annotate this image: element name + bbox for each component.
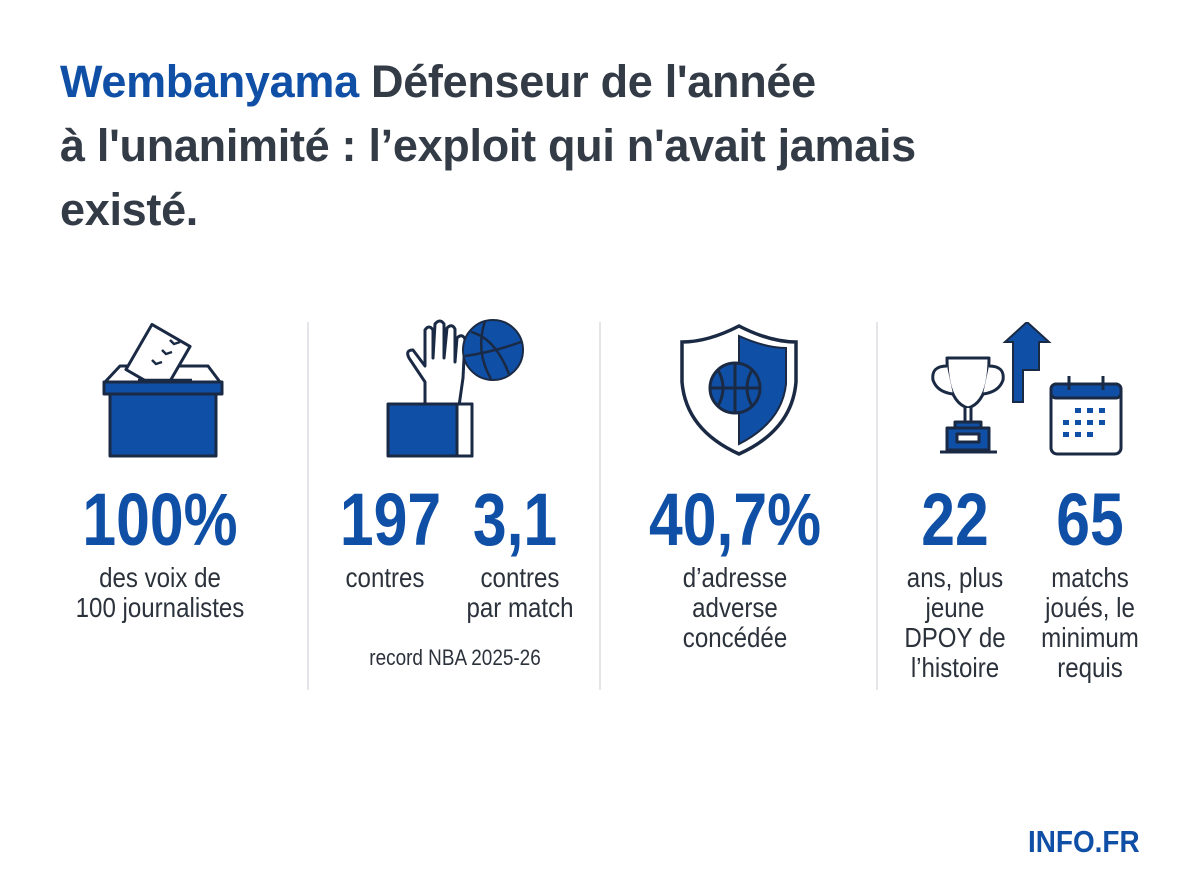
label-line: l’histoire (910, 652, 1000, 683)
label-line: contres (345, 562, 425, 593)
stat-value: 22 (921, 478, 989, 561)
stat-label: d’adresse adverse concédée (645, 563, 826, 653)
title-highlight: Wembanyama (60, 56, 359, 107)
divider (599, 322, 601, 690)
divider (876, 322, 878, 690)
stat-value: 40,7% (648, 478, 822, 561)
divider (307, 322, 309, 690)
stat-note: record NBA 2025-26 (369, 645, 541, 670)
label-line: des voix de (99, 562, 221, 593)
brand-logo: INFO.FR (1028, 824, 1140, 859)
trophy-arrow-calendar-icon (931, 322, 1123, 456)
label-line: ans, plus (906, 562, 1004, 593)
hand-block-basketball-icon (386, 319, 524, 458)
title-line1: Défenseur de l'année (358, 56, 816, 107)
label-line: d’adresse (682, 562, 788, 593)
label-line: concédée (682, 622, 788, 653)
stat-value: 197 (339, 478, 442, 561)
stat-value: 65 (1056, 478, 1124, 561)
label-line: minimum (1041, 622, 1139, 653)
ballot-box-icon (102, 322, 224, 458)
label-line: jeune (925, 592, 985, 623)
label-line: joués, le (1045, 592, 1135, 623)
stat-label: contres (333, 563, 436, 593)
stat-label: ans, plus jeune DPOY de l’histoire (899, 563, 1011, 683)
label-line: requis (1057, 652, 1123, 683)
title-line3: existé. (60, 184, 198, 235)
shield-basketball-icon (680, 324, 798, 456)
label-line: DPOY de (904, 622, 1006, 653)
stat-label: matchs joués, le minimum requis (1030, 563, 1150, 683)
label-line: contres (480, 562, 560, 593)
stat-value: 100% (82, 478, 238, 561)
label-line: par match (466, 592, 574, 623)
stat-label: contres par match (460, 563, 580, 623)
stat-label: des voix de 100 journalistes (57, 563, 263, 623)
label-line: 100 journalistes (75, 592, 245, 623)
title-line2: à l'unanimité : l’exploit qui n'avait ja… (60, 120, 916, 171)
stat-value: 3,1 (472, 478, 558, 561)
label-line: adverse (692, 592, 778, 623)
label-line: matchs (1051, 562, 1129, 593)
page-title: Wembanyama Défenseur de l'année à l'unan… (60, 50, 1160, 242)
